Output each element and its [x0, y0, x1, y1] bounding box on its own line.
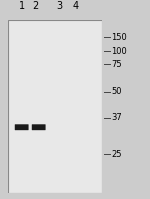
FancyBboxPatch shape: [15, 124, 28, 130]
Text: 3: 3: [56, 1, 63, 11]
Text: 150: 150: [111, 33, 127, 42]
Text: 1: 1: [19, 1, 25, 11]
Text: 25: 25: [111, 150, 122, 159]
Text: 75: 75: [111, 60, 122, 68]
Text: 2: 2: [33, 1, 39, 11]
Text: 37: 37: [111, 113, 122, 122]
FancyBboxPatch shape: [32, 124, 46, 130]
Text: 50: 50: [111, 87, 122, 96]
Text: 100: 100: [111, 47, 127, 56]
Text: 4: 4: [72, 1, 79, 11]
